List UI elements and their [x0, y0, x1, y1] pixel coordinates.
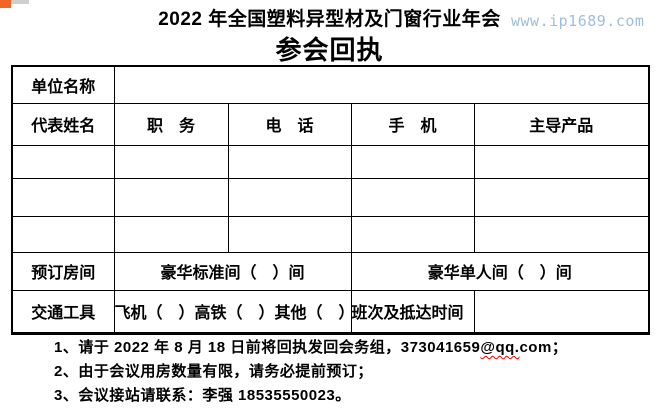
header-cell-main-products: 主导产品 [473, 102, 650, 146]
rooms-label: 预订房间 [11, 251, 115, 291]
position-input-cell[interactable] [113, 215, 229, 253]
mobile-input-cell[interactable] [350, 144, 475, 179]
rooms-standard-cell[interactable]: 豪华标准间（ ）间 [113, 251, 352, 291]
entry-row-1 [11, 144, 650, 179]
transport-label: 交通工具 [11, 289, 115, 334]
document-title: 2022 年全国塑料异型材及门窗行业年会 [158, 9, 501, 30]
email-tld: com [519, 339, 552, 356]
note-3: 3、会议接站请联系：李强 18535550023。 [54, 387, 351, 404]
note-2: 2、由于会议用房数量有限，请务必提前预订； [54, 363, 373, 380]
position-input-cell[interactable] [113, 177, 229, 217]
schedule-label-cell: 班次及抵达时间 [350, 289, 475, 334]
header-row: 代表姓名 职 务 电 话 手 机 主导产品 [11, 102, 650, 146]
header-cell-position: 职 务 [113, 102, 229, 146]
telephone-input-cell[interactable] [227, 215, 352, 253]
transport-options-cell[interactable]: 飞机（ ）高铁（ ）其他（ ） [113, 289, 352, 334]
telephone-input-cell[interactable] [227, 177, 352, 217]
note-1-text: 1、请于 2022 年 8 月 18 日前将回执发回会务组， [54, 339, 401, 356]
corner-marker-icon [0, 0, 11, 8]
mobile-input-cell[interactable] [350, 215, 475, 253]
company-name-input-cell[interactable] [113, 65, 650, 104]
entry-row-2 [11, 177, 650, 217]
note-1-end: ； [551, 339, 568, 356]
email-domain: @qq. [480, 339, 520, 356]
company-name-label: 单位名称 [11, 65, 115, 104]
mobile-input-cell[interactable] [350, 177, 475, 217]
position-input-cell[interactable] [113, 144, 229, 179]
watermark: www.ip1689.com [511, 12, 645, 30]
name-input-cell[interactable] [11, 144, 115, 179]
name-input-cell[interactable] [11, 215, 115, 253]
header-cell-mobile: 手 机 [350, 102, 475, 146]
reply-form-table: 单位名称 代表姓名 职 务 电 话 手 机 主导产品 [11, 65, 650, 335]
transport-row: 交通工具 飞机（ ）高铁（ ）其他（ ） 班次及抵达时间 [11, 289, 650, 334]
footer-notes: 1、请于 2022 年 8 月 18 日前将回执发回会务组，373041659@… [54, 336, 567, 408]
entry-row-3 [11, 215, 650, 253]
header-cell-representative: 代表姓名 [11, 102, 115, 146]
telephone-input-cell[interactable] [227, 144, 352, 179]
products-input-cell[interactable] [473, 177, 650, 217]
note-1: 1、请于 2022 年 8 月 18 日前将回执发回会务组，373041659@… [54, 336, 567, 360]
rooms-single-cell[interactable]: 豪华单人间（ ）间 [350, 251, 650, 291]
schedule-input-cell[interactable] [473, 289, 650, 334]
corner-strip [11, 0, 29, 4]
products-input-cell[interactable] [473, 144, 650, 179]
products-input-cell[interactable] [473, 215, 650, 253]
company-row: 单位名称 [11, 65, 650, 104]
name-input-cell[interactable] [11, 177, 115, 217]
email-user: 373041659 [400, 339, 481, 356]
form-title: 参会回执 [275, 35, 384, 65]
rooms-row: 预订房间 豪华标准间（ ）间 豪华单人间（ ）间 [11, 251, 650, 291]
header-cell-telephone: 电 话 [227, 102, 352, 146]
